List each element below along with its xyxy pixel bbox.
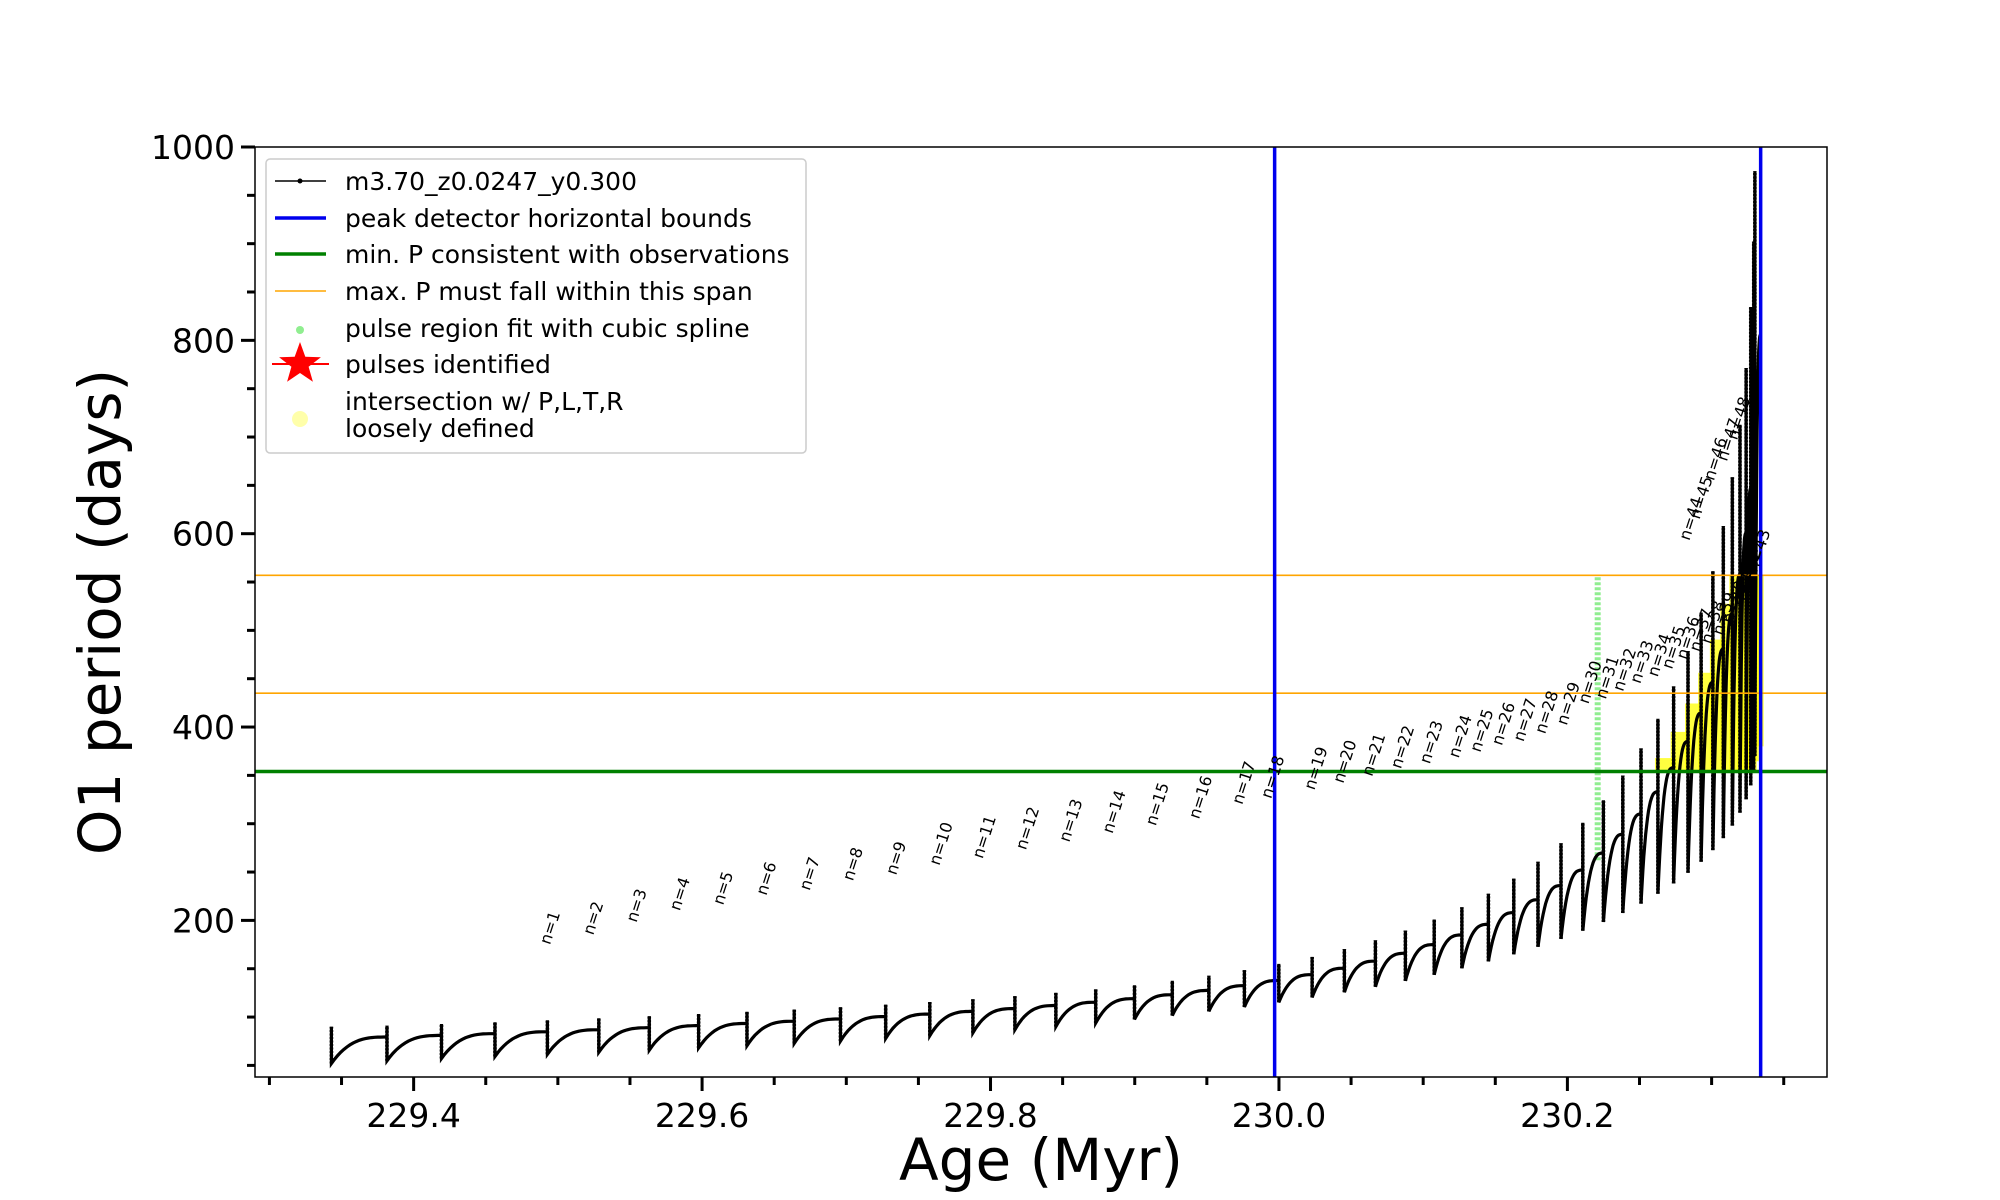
pulse-label: n=17 xyxy=(1228,759,1260,807)
y-tick-label: 600 xyxy=(172,515,235,554)
legend-label: peak detector horizontal bounds xyxy=(345,204,752,233)
pulse-labels: n=1 n=2 n=3 n=4 n=5 n=6 n=7 n=8 n=9 n=10 n=11 n=12 n… xyxy=(536,394,1775,946)
pulse-label: n=15 xyxy=(1141,780,1173,828)
y-axis-title: O1 period (days) xyxy=(66,369,134,855)
pulse-label: n=3 xyxy=(622,886,650,924)
pulse-label: n=7 xyxy=(795,855,823,893)
y-tick-label: 400 xyxy=(172,708,235,747)
horizontal-lines xyxy=(255,574,1827,774)
legend-handle xyxy=(296,326,304,334)
pulse-label: n=4 xyxy=(665,875,693,913)
pulse-label: n=12 xyxy=(1012,804,1044,852)
legend-handle xyxy=(279,342,321,382)
legend-label: intersection w/ P,L,T,R xyxy=(345,387,624,416)
legend-label-line2: loosely defined xyxy=(345,414,535,443)
pulse-label: n=10 xyxy=(925,820,957,868)
pulse-label: n=9 xyxy=(882,839,910,877)
model-track xyxy=(329,171,1762,1069)
legend-label: min. P consistent with observations xyxy=(345,240,790,269)
x-tick-label: 230.2 xyxy=(1520,1096,1614,1135)
vertical-bounds xyxy=(1272,147,1763,1077)
x-tick-label: 230.0 xyxy=(1232,1096,1326,1135)
pulse-label: n=18 xyxy=(1257,753,1289,801)
pulse-label: n=20 xyxy=(1329,738,1361,786)
pulse-label: n=14 xyxy=(1098,788,1130,836)
legend-label: m3.70_z0.0247_y0.300 xyxy=(345,167,637,196)
pulse-label: n=19 xyxy=(1300,744,1332,792)
legend-handle-dot xyxy=(297,178,303,184)
y-tick-label: 200 xyxy=(172,901,235,940)
pulse-label: n=2 xyxy=(579,899,607,937)
axes: 229.4 229.6 229.8 230.0 230.2 200 400 600 800 100… xyxy=(151,128,1786,1135)
pulse-label: n=6 xyxy=(752,859,780,897)
legend-label: pulse region fit with cubic spline xyxy=(345,314,750,343)
legend-label: max. P must fall within this span xyxy=(345,277,753,306)
x-tick-label: 229.4 xyxy=(366,1096,460,1135)
pulse-label: n=23 xyxy=(1415,718,1447,766)
legend-handle xyxy=(292,411,308,427)
legend-label: pulses identified xyxy=(345,350,551,379)
intersection-block xyxy=(1751,575,1764,747)
pulse-label: n=11 xyxy=(968,813,1000,861)
pulse-label: n=22 xyxy=(1387,723,1419,771)
plot-frame xyxy=(254,146,1828,1078)
y-tick-label: 800 xyxy=(172,321,235,360)
y-tick-label: 1000 xyxy=(151,128,235,167)
pulse-label: n=5 xyxy=(709,869,737,907)
pulse-label: n=1 xyxy=(536,909,564,947)
x-tick-label: 229.8 xyxy=(943,1096,1037,1135)
x-axis-title: Age (Myr) xyxy=(899,1126,1183,1194)
legend-box xyxy=(265,158,807,454)
pulse-label: n=16 xyxy=(1185,773,1217,821)
x-tick-label: 229.6 xyxy=(655,1096,749,1135)
pulse-label: n=13 xyxy=(1055,797,1087,845)
pulse-label: n=8 xyxy=(838,845,866,883)
